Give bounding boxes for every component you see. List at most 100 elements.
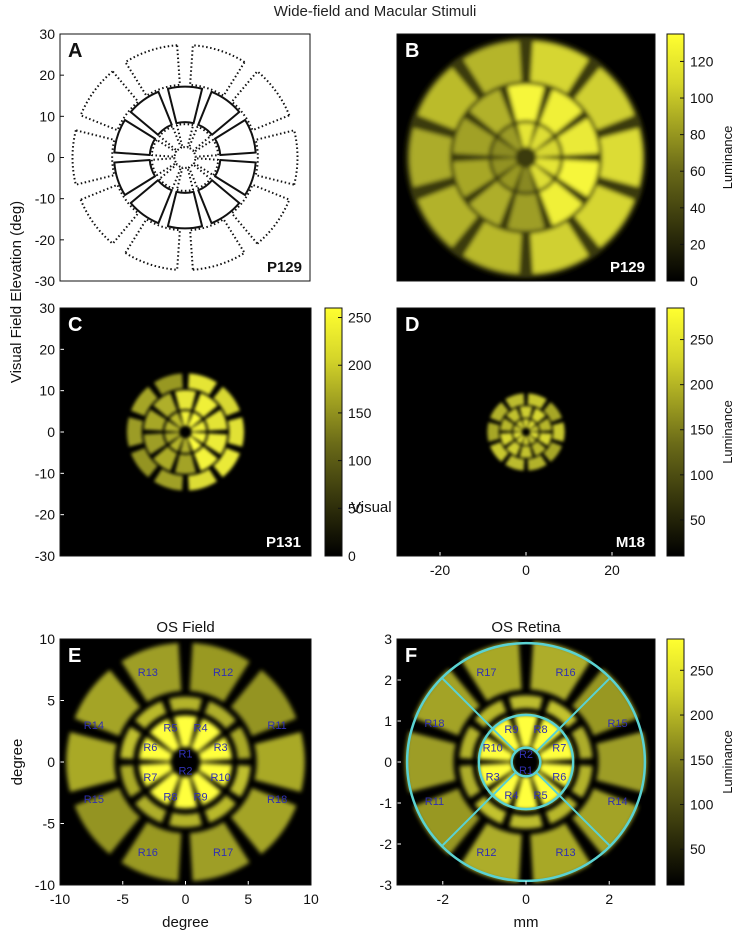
region-label: R17 [213, 847, 233, 859]
stimulus-sector [169, 435, 184, 452]
stimulus-sector [417, 185, 478, 248]
stimulus-sector [543, 402, 563, 423]
stimulus-sector [143, 409, 167, 431]
axes-border [396, 307, 656, 557]
stimulus-sector [571, 726, 593, 759]
x-tick-label: 10 [303, 891, 319, 907]
stimulus-sector [527, 455, 547, 471]
figure-title: Wide-field and Macular Stimuli [274, 3, 477, 20]
stimulus-outline [150, 138, 178, 158]
stimulus-sector [507, 193, 545, 231]
stimulus-sector [517, 123, 535, 148]
stimulus-sector [227, 417, 245, 447]
colorbar [666, 33, 685, 282]
stimulus-sector [513, 776, 539, 810]
stimulus-sector [572, 788, 639, 856]
stimulus-sector [527, 393, 547, 409]
subject-id: P129 [610, 259, 645, 276]
colorbar-tick-label: 50 [690, 512, 706, 528]
colorbar-label: Luminance [720, 730, 735, 794]
stimulus-sector [529, 125, 553, 151]
region-label: R14 [84, 720, 104, 732]
y-tick-label: -30 [35, 548, 55, 564]
stimulus-sector [135, 795, 167, 823]
region-label: R10 [211, 772, 231, 784]
stimulus-sector [405, 731, 456, 793]
stimulus-sector [453, 118, 495, 156]
panel-letter: A [68, 40, 82, 62]
stimulus-sector [135, 701, 167, 729]
stimulus-outline [175, 166, 195, 192]
region-label: R16 [138, 847, 158, 859]
stimulus-sector [505, 455, 525, 471]
stimulus-sector [491, 138, 517, 157]
stimulus-sector [522, 419, 530, 428]
stimulus-sector [187, 435, 202, 452]
stimulus-sector [189, 822, 250, 882]
stimulus-outline [79, 183, 140, 245]
stimulus-sector [545, 796, 578, 824]
stimulus-sector [474, 796, 507, 824]
stimulus-sector [149, 718, 180, 753]
region-boundary-line [535, 771, 611, 847]
stimulus-sector [489, 441, 509, 462]
stimulus-sector [453, 159, 495, 197]
stimulus-outline [79, 70, 140, 132]
region-label: R13 [138, 667, 158, 679]
stimulus-sector [571, 765, 593, 798]
axes-background [397, 308, 655, 556]
stimulus-sector [413, 668, 480, 736]
y-tick-label: -20 [35, 507, 55, 523]
stimulus-sector [198, 762, 232, 787]
stimulus-sector [506, 441, 521, 457]
stimulus-sector [513, 432, 523, 439]
stimulus-sector [596, 731, 647, 793]
region-boundary-line [535, 677, 611, 753]
panel-letter: F [405, 645, 417, 667]
stimulus-sector [552, 422, 565, 442]
stimulus-sector [499, 125, 523, 151]
stimulus-sector [530, 641, 591, 701]
stimulus-outline [175, 123, 195, 149]
stimulus-sector [180, 411, 191, 426]
region-label: R9 [194, 791, 208, 803]
stimulus-sector [459, 726, 481, 759]
region-label: R18 [267, 794, 287, 806]
stimulus-sector [413, 788, 480, 856]
region-label: R5 [534, 790, 548, 802]
region-label: R14 [607, 796, 627, 808]
stimulus-sector [505, 393, 525, 409]
axes-background [60, 308, 311, 556]
panel-e: 10 5 0 -5 -10-10 -5 0 5 10 E OS Field degree degree R… [9, 619, 319, 931]
stimulus-outline [189, 44, 246, 97]
stimulus-pattern [487, 393, 565, 471]
stimulus-sector [461, 641, 522, 701]
x-tick-label: 20 [604, 562, 620, 578]
stimulus-outline [197, 179, 241, 225]
stimulus-sector [254, 732, 305, 792]
stimulus-sector [139, 737, 173, 762]
panel-title: OS Field [156, 619, 214, 636]
stimulus-outline [192, 157, 220, 177]
stimulus-sector [500, 418, 514, 432]
colorbar-tick-label: 150 [690, 422, 714, 438]
stimulus-sector [74, 788, 141, 855]
stimulus-sector [557, 159, 599, 197]
y-tick-label: 10 [39, 383, 55, 399]
stimulus-sector [543, 441, 563, 462]
stimulus-outline [113, 118, 157, 157]
region-label: R2 [519, 749, 533, 761]
stimulus-sector [519, 406, 533, 419]
x-tick-label: 0 [182, 891, 190, 907]
stimulus-sector [599, 128, 643, 187]
stimulus-pattern [126, 373, 245, 491]
axes-border [59, 638, 312, 886]
stimulus-outline [158, 125, 183, 152]
stimulus-sector [535, 158, 561, 177]
region-boundary-circle [477, 713, 575, 811]
subject-id: M18 [616, 534, 645, 551]
y-tick-label: -5 [43, 816, 56, 832]
stimulus-sector [190, 432, 207, 444]
stimulus-sector [153, 446, 178, 471]
stimulus-sector [522, 436, 530, 445]
